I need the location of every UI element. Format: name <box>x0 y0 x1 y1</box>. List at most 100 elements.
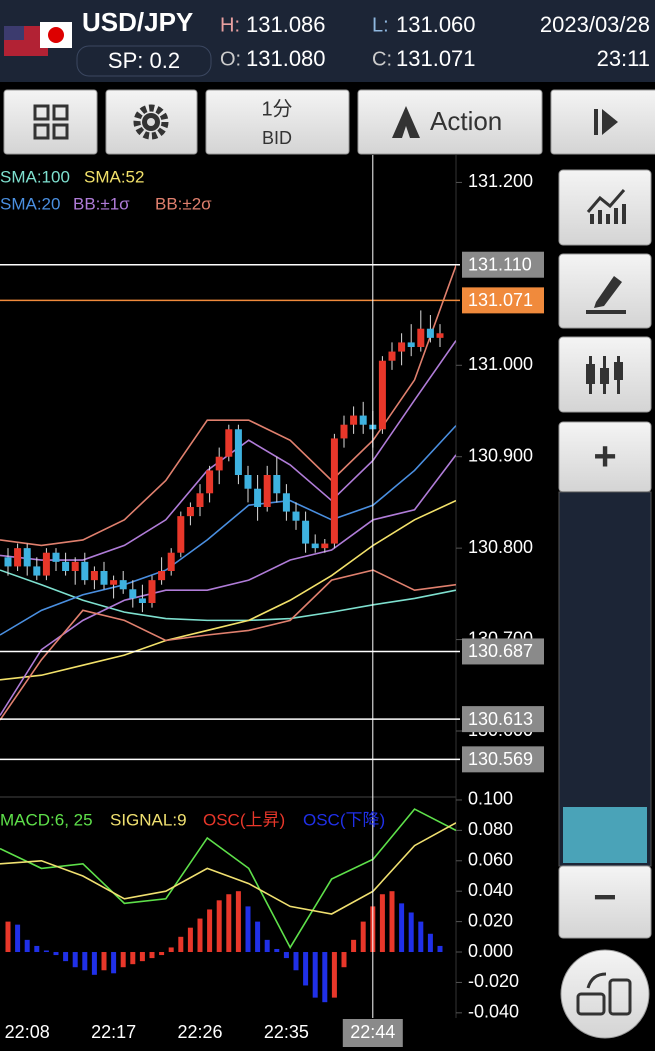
close-label: C: <box>372 48 392 70</box>
price-level-tag <box>462 251 544 278</box>
zoom-in-button[interactable]: + <box>558 421 652 493</box>
sidebar: + − <box>553 160 655 1051</box>
price-level-label: 131.071 <box>468 290 533 310</box>
legend-entry: SMA:20 <box>0 194 60 213</box>
chart-type-button[interactable] <box>558 336 652 413</box>
y-tick-label: 0.020 <box>468 910 513 930</box>
candle-body <box>196 493 204 507</box>
y-tick-label: 0.060 <box>468 850 513 870</box>
osc-bar <box>91 952 97 975</box>
y-tick-label: 0.000 <box>468 941 513 961</box>
osc-bar <box>120 952 126 968</box>
osc-bar <box>283 952 289 959</box>
price-level-tag <box>462 638 544 665</box>
y-tick-label: 0.100 <box>468 789 513 809</box>
price-level-label: 131.110 <box>468 254 532 274</box>
low: 131.060 <box>396 12 476 37</box>
candle-body <box>321 543 329 549</box>
close: 131.071 <box>396 46 476 71</box>
price-level-tag <box>462 287 544 314</box>
candle-body <box>71 561 79 571</box>
high: 131.086 <box>246 12 326 37</box>
y-tick-label: 131.200 <box>468 171 533 191</box>
zoom-thumb[interactable] <box>563 807 647 863</box>
osc-bar <box>34 945 40 953</box>
candle-body <box>148 580 156 603</box>
y-tick-label: 130.800 <box>468 537 533 557</box>
price-level-label: 130.613 <box>468 709 533 729</box>
osc-bar <box>130 952 136 965</box>
timeframe: 1分 <box>261 97 292 120</box>
osc-bar <box>207 909 213 953</box>
osc-bar <box>351 939 357 953</box>
osc-bar <box>101 952 107 971</box>
osc-bar <box>168 947 174 953</box>
high-label: H: <box>220 14 240 36</box>
layout-button[interactable] <box>3 89 98 155</box>
osc-bar <box>53 952 59 956</box>
candle-body <box>378 360 386 430</box>
play-button[interactable] <box>550 89 655 155</box>
legend-entry: SIGNAL:9 <box>110 810 187 829</box>
candle-body <box>33 566 41 576</box>
spread-pill <box>76 45 212 77</box>
candle-body <box>186 507 194 517</box>
osc-bar <box>197 918 203 953</box>
legend-entry: OSC(下降) <box>303 810 385 829</box>
open-label: O: <box>220 48 241 70</box>
candle-body <box>52 552 60 562</box>
osc-bar <box>293 952 299 971</box>
x-tick-label: 22:26 <box>177 1022 222 1042</box>
osc-bar <box>245 906 251 953</box>
action-button[interactable]: Action <box>357 89 543 155</box>
osc-bar <box>159 952 165 956</box>
draw-button[interactable] <box>558 253 652 329</box>
osc-bar <box>399 903 405 953</box>
open: 131.080 <box>246 46 326 71</box>
price-level-label: 130.687 <box>468 641 533 661</box>
osc-bar <box>437 945 443 953</box>
osc-bar <box>264 939 270 953</box>
zoom-slider[interactable] <box>558 491 652 867</box>
macd-line <box>0 808 456 950</box>
candle-body <box>215 456 223 471</box>
y-tick-label: -0.020 <box>468 971 519 991</box>
osc-bar <box>82 952 88 971</box>
candle-body <box>311 543 319 549</box>
candle-body <box>340 424 348 439</box>
osc-bar <box>322 952 328 1003</box>
legend-entry: SMA:100 <box>0 167 70 186</box>
osc-bar <box>379 894 385 953</box>
candle-body <box>350 415 358 425</box>
legend-entry: BB:±1σ <box>73 194 130 213</box>
candle-body <box>407 342 415 347</box>
indicator-button[interactable] <box>558 169 652 246</box>
osc-bar <box>255 921 261 953</box>
osc-bar <box>418 921 424 953</box>
x-tick-label: 22:35 <box>264 1022 309 1042</box>
osc-bar <box>187 927 193 953</box>
rotate-button[interactable] <box>560 949 650 1039</box>
osc-bar <box>5 921 11 953</box>
legend-entry: OSC(上昇) <box>203 810 285 829</box>
candle-body <box>81 561 89 581</box>
osc-bar <box>111 952 117 974</box>
candle-body <box>244 475 252 489</box>
candle-body <box>177 516 185 553</box>
candle-body <box>14 548 22 567</box>
candle-body <box>206 470 214 494</box>
zoom-out-button[interactable]: − <box>558 865 652 939</box>
candle-body <box>225 429 233 457</box>
settings-button[interactable] <box>105 89 198 155</box>
candle-body <box>138 598 146 603</box>
legend-entry: SMA:52 <box>84 167 144 186</box>
candle-body <box>436 333 444 338</box>
pair: USD/JPY <box>82 7 193 37</box>
timeframe-button[interactable]: 1分 BID <box>205 89 350 155</box>
candle-body <box>90 571 98 581</box>
candle-body <box>273 475 281 494</box>
x-tick-label: 22:44 <box>350 1022 395 1042</box>
candle-body <box>302 520 310 544</box>
osc-bar <box>312 952 318 998</box>
price-level-label: 130.569 <box>468 749 533 769</box>
